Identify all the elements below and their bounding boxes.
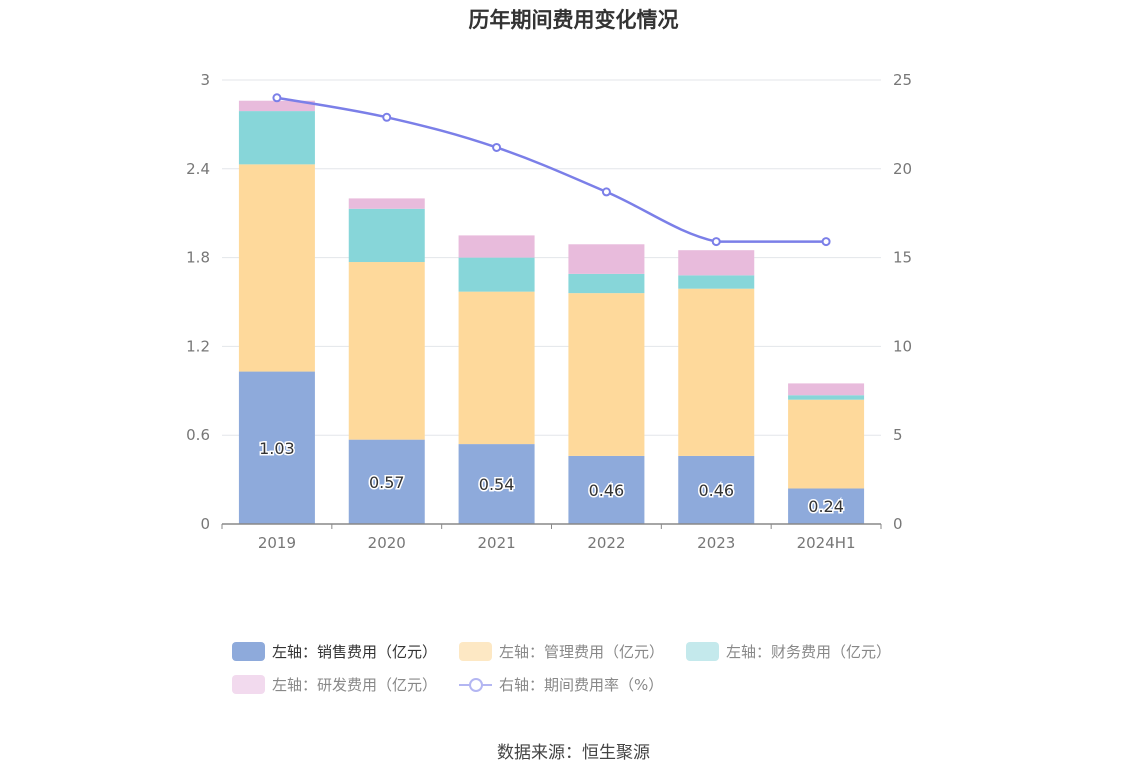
bar-segment (348, 262, 425, 440)
legend-swatch-sales (232, 641, 265, 661)
left-axis-tick-label: 0.6 (186, 426, 210, 444)
expense-ratio-point (272, 93, 282, 103)
bar-segment (788, 383, 865, 396)
legend-label-finance: 左轴：财务费用（亿元） (726, 642, 892, 661)
x-axis-tick-label: 2022 (587, 534, 625, 552)
left-axis-tick-label: 0 (200, 515, 210, 533)
left-axis-tick-label: 3 (200, 71, 210, 89)
bar-segment (348, 208, 425, 263)
legend-swatch-expense-ratio (459, 675, 493, 694)
bar-segment (788, 399, 865, 489)
bar-segment (568, 455, 645, 524)
x-axis-tick-label: 2021 (477, 534, 515, 552)
legend-swatch-rnd (232, 674, 265, 694)
bar-segment (238, 100, 315, 112)
left-axis-tick-label: 2.4 (186, 160, 210, 178)
bar-segment (458, 235, 535, 258)
bar-data-label: 0.54 (479, 475, 515, 494)
chart-title: 历年期间费用变化情况 (468, 8, 679, 32)
left-axis-tick-label: 1.8 (186, 249, 210, 267)
bar-segment (568, 244, 645, 274)
legend-item-admin[interactable]: 左轴：管理费用（亿元） (459, 641, 664, 662)
bar-segment (678, 288, 755, 456)
x-axis-tick-label: 2020 (368, 534, 406, 552)
bar-segment (238, 164, 315, 372)
expense-ratio-line (276, 96, 827, 243)
bar-segment (678, 275, 755, 289)
bar-data-label: 1.03 (259, 439, 295, 458)
bar-segment (458, 257, 535, 292)
legend-item-rnd[interactable]: 左轴：研发费用（亿元） (232, 674, 437, 695)
bar-segment (238, 111, 315, 165)
expense-ratio-point (382, 112, 392, 122)
bar-segment (678, 455, 755, 524)
legend-label-sales: 左轴：销售费用（亿元） (272, 642, 438, 661)
legend-swatch-admin (459, 641, 493, 661)
expense-ratio-point (711, 237, 721, 247)
bar-segment (788, 395, 865, 400)
legend-item-finance[interactable]: 左轴：财务费用（亿元） (686, 641, 891, 662)
bar-segment (458, 291, 535, 445)
legend-row-1: 左轴：销售费用（亿元） 左轴：管理费用（亿元） 左轴：财务费用（亿元） (232, 640, 932, 662)
bar-segment (348, 439, 425, 524)
legend-swatch-finance (686, 641, 720, 661)
legend-item-sales[interactable]: 左轴：销售费用（亿元） (232, 641, 437, 662)
legend-label-expense-ratio: 右轴：期间费用率（%） (499, 675, 664, 694)
right-axis-tick-label: 0 (893, 515, 903, 533)
legend-row-2: 左轴：研发费用（亿元） 右轴：期间费用率（%） (232, 673, 932, 695)
bar-data-label: 0.57 (369, 473, 405, 492)
legend-item-expense-ratio[interactable]: 右轴：期间费用率（%） (459, 674, 663, 695)
x-axis-tick-label: 2024H1 (797, 534, 856, 552)
expense-ratio-point (601, 187, 611, 197)
x-axis-tick-label: 2019 (258, 534, 296, 552)
bar-data-label: 0.24 (808, 497, 844, 516)
right-axis-tick-label: 10 (893, 337, 912, 355)
chart-legend: 左轴：销售费用（亿元） 左轴：管理费用（亿元） 左轴：财务费用（亿元） 左轴：研… (232, 640, 932, 706)
bar-segment (678, 250, 755, 276)
legend-label-rnd: 左轴：研发费用（亿元） (272, 675, 438, 694)
bar-segment (458, 444, 535, 524)
x-axis-tick-label: 2023 (697, 534, 735, 552)
expense-ratio-point (821, 237, 831, 247)
right-axis-tick-label: 20 (893, 160, 912, 178)
bar-segment (238, 371, 315, 524)
expense-ratio-point (492, 142, 502, 152)
data-source: 数据来源：恒生聚源 (497, 743, 650, 763)
bar-segment (788, 488, 865, 524)
right-axis-tick-label: 15 (893, 249, 912, 267)
right-axis-tick-label: 25 (893, 71, 912, 89)
legend-label-admin: 左轴：管理费用（亿元） (499, 642, 665, 661)
right-axis-tick-label: 5 (893, 426, 903, 444)
chart-area: 0 0.6 1.2 1.8 2.4 3 0 5 10 15 20 25 1.03 2019 0.57 2020… (186, 71, 912, 552)
bar-data-label: 0.46 (698, 481, 734, 500)
left-axis-tick-label: 1.2 (186, 337, 210, 355)
bar-data-label: 0.46 (589, 481, 625, 500)
bar-segment (568, 293, 645, 456)
bar-segment (568, 273, 645, 294)
bar-segment (348, 198, 425, 209)
